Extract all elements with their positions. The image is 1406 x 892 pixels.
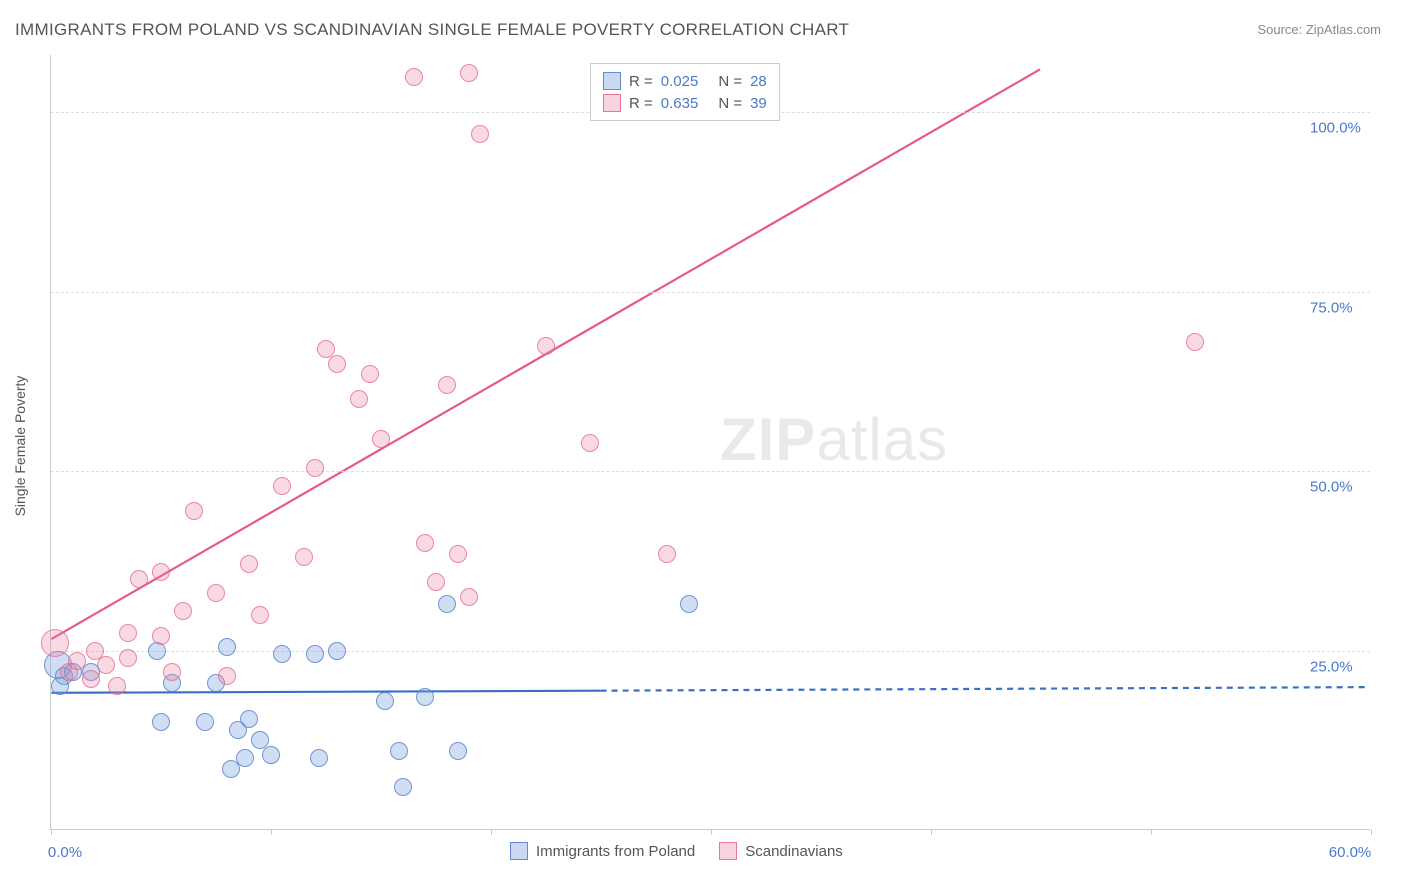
legend-n-label: N = xyxy=(718,95,742,112)
scatter-point xyxy=(372,430,390,448)
scatter-point xyxy=(1186,333,1204,351)
legend-r-label: R = xyxy=(629,73,653,90)
scatter-point xyxy=(251,606,269,624)
x-tick-mark xyxy=(1151,829,1152,835)
chart-title: IMMIGRANTS FROM POLAND VS SCANDINAVIAN S… xyxy=(15,20,849,40)
legend-series-label: Scandinavians xyxy=(745,843,843,860)
scatter-point xyxy=(218,638,236,656)
gridline-horizontal xyxy=(51,292,1370,293)
scatter-point xyxy=(438,376,456,394)
scatter-point xyxy=(306,645,324,663)
scatter-point xyxy=(152,713,170,731)
y-tick-label: 100.0% xyxy=(1310,120,1361,137)
x-tick-label: 60.0% xyxy=(1329,844,1372,861)
scatter-point xyxy=(185,502,203,520)
scatter-point xyxy=(449,742,467,760)
legend-series-item: Scandinavians xyxy=(719,842,843,860)
scatter-point xyxy=(438,595,456,613)
scatter-point xyxy=(405,68,423,86)
plot-area xyxy=(50,55,1370,830)
legend-correlation-row: R = 0.025 N = 28 xyxy=(603,70,767,92)
legend-swatch xyxy=(603,72,621,90)
scatter-point xyxy=(207,584,225,602)
scatter-point xyxy=(361,365,379,383)
legend-correlation-row: R = 0.635 N = 39 xyxy=(603,92,767,114)
scatter-point xyxy=(390,742,408,760)
source-attribution: Source: ZipAtlas.com xyxy=(1257,22,1381,37)
scatter-point xyxy=(460,64,478,82)
y-axis-label: Single Female Poverty xyxy=(12,376,28,517)
x-tick-mark xyxy=(51,829,52,835)
x-tick-mark xyxy=(491,829,492,835)
legend-swatch xyxy=(603,94,621,112)
scatter-point xyxy=(222,760,240,778)
scatter-point xyxy=(376,692,394,710)
scatter-point xyxy=(130,570,148,588)
scatter-point xyxy=(471,125,489,143)
legend-swatch xyxy=(510,842,528,860)
x-tick-mark xyxy=(271,829,272,835)
scatter-point xyxy=(174,602,192,620)
scatter-point xyxy=(658,545,676,563)
legend-n-label: N = xyxy=(718,73,742,90)
scatter-point xyxy=(328,355,346,373)
scatter-point xyxy=(680,595,698,613)
scatter-point xyxy=(119,624,137,642)
legend-series-label: Immigrants from Poland xyxy=(536,843,695,860)
scatter-point xyxy=(68,652,86,670)
x-tick-mark xyxy=(1371,829,1372,835)
legend-r-label: R = xyxy=(629,95,653,112)
scatter-point xyxy=(449,545,467,563)
scatter-point xyxy=(394,778,412,796)
scatter-point xyxy=(108,677,126,695)
legend-r-value: 0.635 xyxy=(661,95,699,112)
x-tick-mark xyxy=(931,829,932,835)
scatter-point xyxy=(581,434,599,452)
series-legend: Immigrants from Poland Scandinavians xyxy=(510,842,843,860)
scatter-point xyxy=(196,713,214,731)
scatter-point xyxy=(460,588,478,606)
scatter-point xyxy=(218,667,236,685)
scatter-point xyxy=(163,663,181,681)
scatter-point xyxy=(262,746,280,764)
scatter-point xyxy=(273,477,291,495)
scatter-point xyxy=(350,390,368,408)
scatter-point xyxy=(240,555,258,573)
scatter-point xyxy=(240,710,258,728)
scatter-point xyxy=(82,670,100,688)
scatter-point xyxy=(152,627,170,645)
gridline-horizontal xyxy=(51,471,1370,472)
scatter-point xyxy=(328,642,346,660)
scatter-point xyxy=(537,337,555,355)
scatter-point xyxy=(97,656,115,674)
y-tick-label: 25.0% xyxy=(1310,658,1353,675)
legend-r-value: 0.025 xyxy=(661,73,699,90)
legend-n-value: 28 xyxy=(750,73,767,90)
y-tick-label: 75.0% xyxy=(1310,299,1353,316)
gridline-horizontal xyxy=(51,651,1370,652)
legend-series-item: Immigrants from Poland xyxy=(510,842,695,860)
scatter-point xyxy=(41,629,69,657)
x-tick-mark xyxy=(711,829,712,835)
scatter-point xyxy=(416,688,434,706)
scatter-point xyxy=(306,459,324,477)
scatter-point xyxy=(310,749,328,767)
scatter-point xyxy=(416,534,434,552)
correlation-legend: R = 0.025 N = 28 R = 0.635 N = 39 xyxy=(590,63,780,121)
scatter-point xyxy=(427,573,445,591)
legend-n-value: 39 xyxy=(750,95,767,112)
y-tick-label: 50.0% xyxy=(1310,479,1353,496)
x-tick-label: 0.0% xyxy=(48,844,82,861)
scatter-point xyxy=(152,563,170,581)
legend-swatch xyxy=(719,842,737,860)
scatter-point xyxy=(295,548,313,566)
scatter-point xyxy=(119,649,137,667)
scatter-point xyxy=(273,645,291,663)
